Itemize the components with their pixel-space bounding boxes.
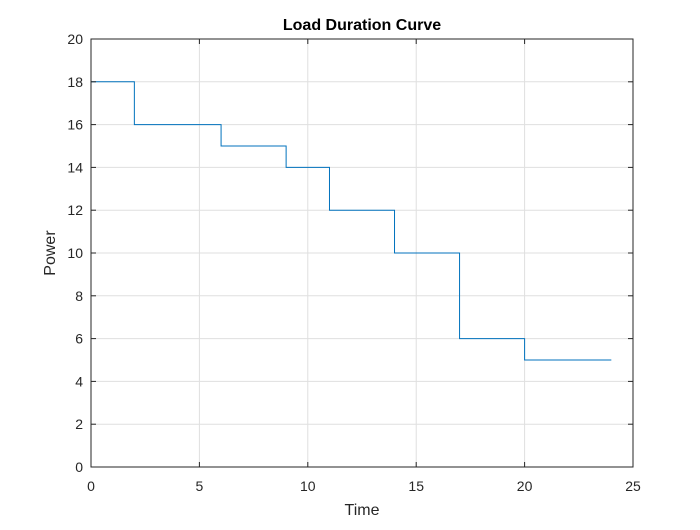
- y-tick-labels: 0 2 4 6 8 10 12 14 16 18 20: [67, 31, 83, 475]
- y-tick-label: 8: [75, 288, 83, 304]
- x-tick-label: 5: [196, 478, 204, 494]
- y-tick-label: 12: [67, 202, 83, 218]
- y-tick-label: 6: [75, 331, 83, 347]
- x-tick-label: 15: [408, 478, 424, 494]
- y-tick-label: 0: [75, 459, 83, 475]
- y-tick-label: 2: [75, 416, 83, 432]
- stair-series-line: [91, 81, 612, 361]
- y-tick-label: 18: [67, 74, 83, 90]
- x-axis-label: Time: [345, 502, 380, 519]
- y-tick-label: 16: [67, 117, 83, 133]
- x-tick-label: 25: [625, 478, 641, 494]
- tick-marks: [90, 38, 634, 468]
- x-tick-label: 0: [87, 478, 95, 494]
- y-tick-label: 14: [67, 159, 83, 175]
- y-tick-label: 20: [67, 31, 83, 47]
- x-tick-label: 20: [517, 478, 533, 494]
- grid-lines: [90, 38, 634, 468]
- x-tick-labels: 0 5 10 15 20 25: [87, 478, 641, 494]
- y-axis-label: Power: [42, 230, 59, 276]
- y-tick-label: 10: [67, 245, 83, 261]
- chart-title: Load Duration Curve: [283, 17, 441, 34]
- series-group: [91, 81, 612, 361]
- x-tick-label: 10: [300, 478, 316, 494]
- y-tick-label: 4: [75, 373, 83, 389]
